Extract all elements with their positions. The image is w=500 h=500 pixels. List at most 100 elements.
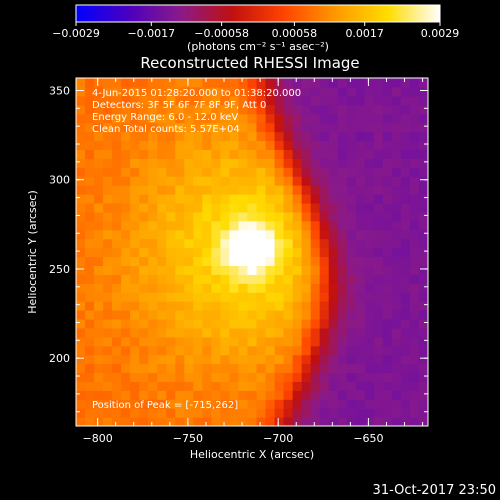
heatmap-cell <box>310 363 321 374</box>
heatmap-cell <box>193 274 203 284</box>
heatmap-cell <box>337 95 348 106</box>
heatmap-cell <box>229 113 240 124</box>
heatmap-cell <box>301 372 312 382</box>
heatmap-cell <box>355 140 366 150</box>
heatmap-cell <box>337 283 348 293</box>
heatmap-cell <box>85 167 95 177</box>
heatmap-cell <box>85 185 95 195</box>
heatmap-cell <box>301 345 312 356</box>
y-axis-label: Heliocentric Y (arcsec) <box>26 190 39 314</box>
heatmap-cell <box>355 149 366 159</box>
heatmap-cell <box>283 229 294 240</box>
heatmap-cell <box>193 256 203 266</box>
heatmap-cell <box>103 95 113 106</box>
heatmap-cell <box>139 399 149 409</box>
heatmap-cell <box>193 122 203 133</box>
heatmap-cell <box>157 78 167 88</box>
heatmap-cell <box>328 158 339 168</box>
heatmap-cell <box>418 327 428 338</box>
heatmap-cell <box>94 158 104 168</box>
heatmap-cell <box>238 327 249 338</box>
heatmap-cell <box>211 149 222 159</box>
heatmap-cell <box>310 390 321 400</box>
heatmap-cell <box>202 399 212 409</box>
heatmap-cell <box>76 363 86 374</box>
heatmap-cell <box>391 318 402 329</box>
heatmap-cell <box>121 354 131 365</box>
heatmap-cell <box>166 220 176 231</box>
heatmap-cell <box>103 220 113 231</box>
heatmap-cell <box>283 274 294 284</box>
heatmap-cell <box>220 86 231 97</box>
heatmap-cell <box>157 140 167 150</box>
heatmap-cell <box>319 310 330 320</box>
heatmap-cell <box>310 131 321 142</box>
heatmap-cell <box>148 408 158 418</box>
colorbar-tick-label: −0.0017 <box>127 27 175 40</box>
heatmap-cell <box>337 86 348 97</box>
heatmap-cell <box>328 220 339 231</box>
heatmap-cell <box>373 86 384 97</box>
heatmap-cell <box>364 78 375 88</box>
heatmap-cell <box>121 122 131 133</box>
heatmap-cell <box>112 363 122 374</box>
heatmap-cell <box>247 274 258 284</box>
heatmap-cell <box>175 381 185 391</box>
heatmap-cell <box>373 327 384 338</box>
heatmap-cell <box>202 318 212 329</box>
heatmap-cell <box>301 381 312 391</box>
heatmap-cell <box>130 202 140 213</box>
heatmap-cell <box>247 113 258 124</box>
heatmap-cell <box>121 399 131 409</box>
heatmap-cell <box>256 149 267 159</box>
heatmap-cell <box>148 417 158 426</box>
heatmap-cell <box>76 354 86 365</box>
heatmap-cell <box>94 310 104 320</box>
heatmap-cell <box>355 310 366 320</box>
heatmap-cell <box>400 131 411 142</box>
heatmap-cell <box>112 354 122 365</box>
heatmap-cell <box>139 95 149 106</box>
heatmap-cell <box>292 202 303 213</box>
heatmap-cell <box>175 345 185 356</box>
heatmap-cell <box>409 399 420 409</box>
colorbar-ticks: −0.0029 −0.0017 −0.00058 0.00058 0.0017 0.002… <box>52 22 459 40</box>
heatmap-cell <box>112 185 122 195</box>
heatmap-cell <box>184 363 194 374</box>
heatmap-cell <box>355 283 366 293</box>
heatmap-cell <box>418 167 428 177</box>
heatmap-cell <box>418 158 428 168</box>
heatmap-cell <box>391 336 402 347</box>
heatmap-cell <box>193 78 203 88</box>
heatmap-cell <box>94 372 104 382</box>
heatmap-cell <box>76 345 86 356</box>
heatmap-cell <box>193 417 203 426</box>
heatmap-cell <box>382 354 393 365</box>
heatmap-cell <box>130 185 140 195</box>
heatmap-cell <box>220 78 231 88</box>
heatmap-cell <box>238 211 249 222</box>
heatmap-cell <box>157 202 167 213</box>
heatmap-cell <box>301 399 312 409</box>
heatmap-cell <box>337 345 348 356</box>
heatmap-cell <box>265 238 276 249</box>
heatmap-cell <box>103 131 113 142</box>
heatmap-cell <box>283 345 294 356</box>
heatmap-cell <box>400 381 411 391</box>
heatmap-cell <box>130 247 140 258</box>
heatmap-cell <box>184 345 194 356</box>
heatmap-cell <box>328 318 339 329</box>
heatmap-cell <box>292 220 303 231</box>
heatmap-cell <box>391 256 402 266</box>
heatmap-cell <box>121 390 131 400</box>
heatmap-cell <box>184 354 194 365</box>
heatmap-cell <box>184 113 194 124</box>
heatmap-cell <box>301 292 312 302</box>
heatmap-cell <box>229 408 240 418</box>
heatmap-cell <box>94 140 104 150</box>
heatmap-cell <box>139 345 149 356</box>
heatmap-cell <box>346 78 357 88</box>
heatmap-cell <box>418 113 428 124</box>
heatmap-cell <box>346 265 357 275</box>
heatmap-cell <box>301 318 312 329</box>
